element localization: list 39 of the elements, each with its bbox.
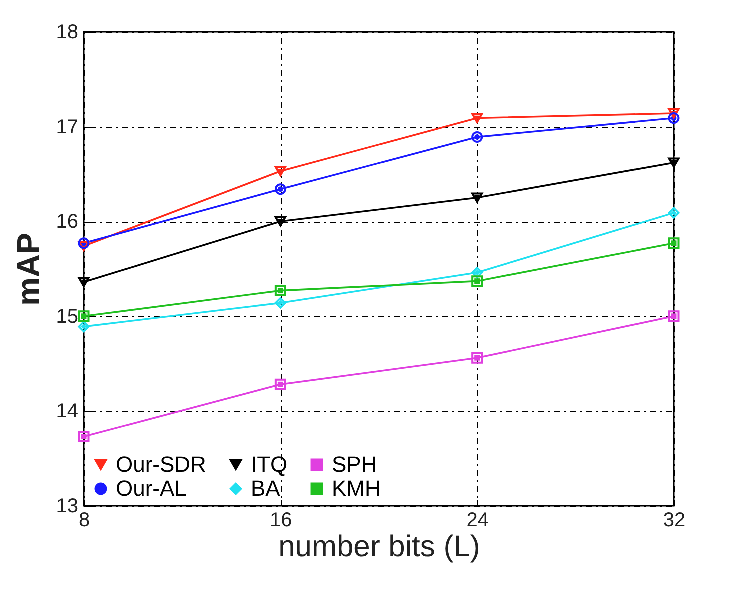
x-axis-title: number bits (L) <box>278 530 480 564</box>
y-tick-label: 14 <box>56 400 78 423</box>
point <box>472 131 484 143</box>
point <box>668 207 680 219</box>
point <box>668 158 680 168</box>
y-tick-label: 15 <box>56 306 78 328</box>
y-tick-label: 17 <box>56 116 78 138</box>
point <box>274 378 286 390</box>
point <box>78 321 90 333</box>
legend-label: KMH <box>332 476 381 501</box>
point <box>472 192 484 204</box>
x-tick-label: 24 <box>466 510 489 532</box>
point <box>668 310 680 322</box>
legend-label: ITQ <box>251 452 288 477</box>
point <box>78 310 90 322</box>
y-axis-title: mAP <box>10 233 46 306</box>
point <box>274 297 286 309</box>
point <box>274 166 286 176</box>
point <box>472 276 484 288</box>
y-tick-label: 16 <box>56 211 78 234</box>
point <box>472 352 484 364</box>
point <box>668 108 680 119</box>
y-tick-label: 18 <box>56 22 78 44</box>
legend-label: SPH <box>332 452 378 477</box>
point <box>274 184 286 196</box>
point <box>472 113 484 124</box>
x-tick-label: 16 <box>270 510 292 532</box>
legend-label: Our-SDR <box>116 452 206 477</box>
x-tick-label: 8 <box>78 510 90 532</box>
point <box>472 267 484 279</box>
x-tick-label: 32 <box>663 510 686 532</box>
point <box>274 285 286 297</box>
point <box>78 431 90 443</box>
legend-label: BA <box>251 476 281 501</box>
legend-label: Our-AL <box>116 476 187 501</box>
point <box>274 216 286 227</box>
y-tick-label: 13 <box>56 496 78 518</box>
point <box>668 238 680 250</box>
point <box>78 277 90 288</box>
